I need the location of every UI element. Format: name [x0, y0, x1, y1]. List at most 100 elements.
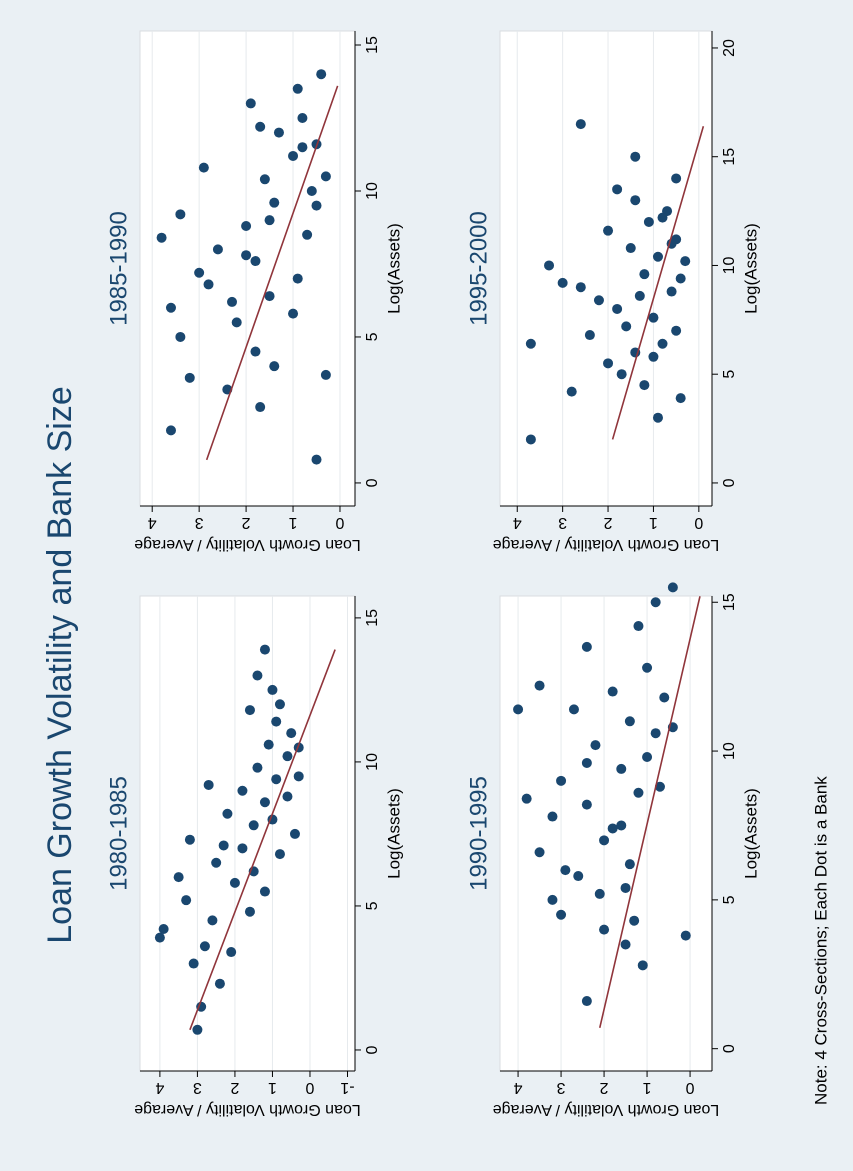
scatter-point	[282, 751, 293, 762]
scatter-point	[556, 775, 567, 786]
fit-line	[598, 596, 701, 1029]
scatter-point	[320, 369, 331, 380]
scatter-point	[259, 174, 270, 185]
scatter-point	[173, 872, 184, 883]
scatter-point	[264, 215, 275, 226]
scatter-point	[255, 402, 266, 413]
x-tick-label: 0	[721, 1044, 738, 1053]
scatter-point	[534, 847, 545, 858]
scatter-point	[154, 932, 165, 943]
scatter-point	[659, 692, 670, 703]
scatter-point	[237, 785, 248, 796]
scatter-point	[288, 308, 299, 319]
scatter-point	[637, 960, 648, 971]
scatter-point	[264, 291, 275, 302]
scatter-point	[639, 380, 650, 391]
scatter-point	[624, 716, 635, 727]
scatter-point	[175, 331, 186, 342]
scatter-point	[557, 277, 568, 288]
scatter-point	[218, 840, 229, 851]
scatter-point	[245, 98, 256, 109]
panel-title: 1985-1990	[105, 211, 132, 326]
scatter-point	[196, 1001, 207, 1012]
scatter-point	[273, 127, 284, 138]
scatter-point	[607, 686, 618, 697]
y-tick-label: 2	[600, 1079, 609, 1096]
scatter-point	[675, 393, 686, 404]
scatter-point	[231, 317, 242, 328]
y-axis-title: Loan Growth Volatility / Average	[493, 1101, 720, 1118]
scatter-point	[616, 820, 627, 831]
y-tick-label: 3	[557, 1079, 566, 1096]
y-axis-title: Loan Growth Volatility / Average	[134, 536, 361, 553]
x-tick-label: 5	[364, 332, 381, 341]
scatter-point	[544, 260, 555, 271]
plot-area	[139, 595, 356, 1072]
x-tick-label: 15	[364, 36, 381, 54]
scatter-point	[212, 244, 223, 255]
x-tick-label: 0	[721, 478, 738, 487]
scatter-point	[633, 621, 644, 632]
x-tick-label: 10	[721, 256, 738, 274]
scatter-point	[214, 978, 225, 989]
scatter-point	[306, 185, 317, 196]
scatter-point	[590, 740, 601, 751]
scatter-point	[259, 797, 270, 808]
scatter-point	[616, 369, 627, 380]
scatter-point	[271, 716, 282, 727]
x-tick-label: 10	[364, 182, 381, 200]
scatter-point	[203, 279, 214, 290]
scatter-point	[650, 728, 661, 739]
scatter-point	[252, 670, 263, 681]
scatter-point	[547, 811, 558, 822]
fit-line	[205, 85, 339, 461]
scatter-point	[521, 793, 532, 804]
scatter-point	[581, 799, 592, 810]
scatter-point	[680, 256, 691, 267]
scatter-point	[603, 225, 614, 236]
scatter-point	[211, 857, 222, 868]
scatter-point	[621, 321, 632, 332]
scatter-point	[288, 150, 299, 161]
y-tick-label: 4	[148, 514, 157, 531]
y-tick-label: -1	[340, 1079, 354, 1096]
y-tick-label: 3	[193, 1079, 202, 1096]
x-tick-label: 15	[721, 148, 738, 166]
scatter-point	[229, 877, 240, 888]
y-tick-label: 3	[195, 514, 204, 531]
scatter-point	[259, 886, 270, 897]
scatter-point	[293, 771, 304, 782]
scatter-point	[175, 209, 186, 220]
scatter-point	[316, 69, 327, 80]
scatter-point	[271, 774, 282, 785]
scatter-point	[603, 358, 614, 369]
panel-title: 1990-1995	[465, 776, 492, 891]
scatter-point	[244, 705, 255, 716]
scatter-point	[525, 338, 536, 349]
scatter-point	[629, 915, 640, 926]
panel-title: 1995-2000	[465, 211, 492, 326]
x-axis-title: Log(Assets)	[741, 223, 760, 314]
y-tick-label: 2	[603, 514, 612, 531]
scatter-point	[274, 849, 285, 860]
scatter-point	[184, 834, 195, 845]
y-tick-label: 0	[694, 514, 703, 531]
scatter-point	[680, 930, 691, 941]
x-axis-title: Log(Assets)	[384, 223, 403, 314]
scatter-point	[302, 229, 313, 240]
scatter-point	[250, 256, 261, 267]
scatter-point	[165, 425, 176, 436]
scatter-point	[630, 151, 641, 162]
y-tick-label: 2	[230, 1079, 239, 1096]
scatter-point	[259, 644, 270, 655]
scatter-point	[633, 787, 644, 798]
scatter-point	[226, 947, 237, 958]
scatter-point	[560, 865, 571, 876]
scatter-point	[652, 251, 663, 262]
scatter-point	[255, 121, 266, 132]
scatter-point	[184, 372, 195, 383]
scatter-point	[581, 757, 592, 768]
figure: Loan Growth Volatility and Bank Size Not…	[41, 30, 830, 1118]
scatter-point	[612, 184, 623, 195]
